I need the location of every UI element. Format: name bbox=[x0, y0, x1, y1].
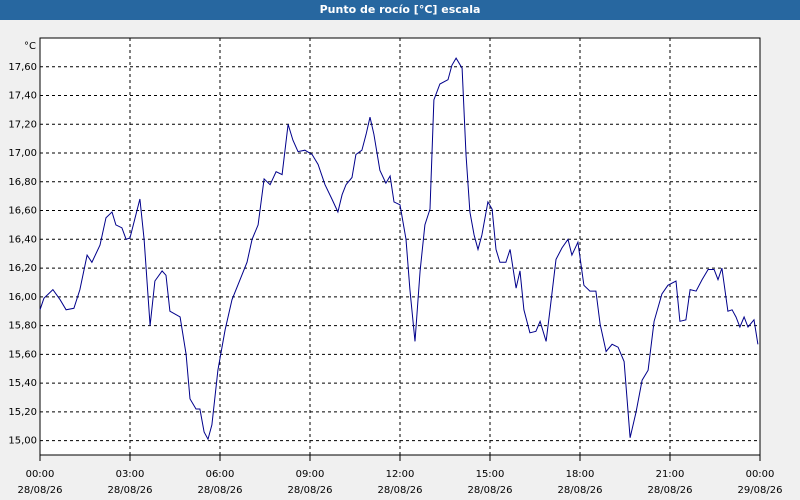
y-tick-label: 17,00 bbox=[8, 148, 37, 159]
x-tick-date: 28/08/26 bbox=[198, 485, 243, 496]
y-tick-label: 16,80 bbox=[8, 177, 37, 188]
x-tick-date: 28/08/26 bbox=[18, 485, 63, 496]
x-tick-date: 28/08/26 bbox=[108, 485, 153, 496]
x-tick-label: 00:00 bbox=[26, 469, 55, 480]
x-tick-date: 28/08/26 bbox=[648, 485, 693, 496]
y-unit: °C bbox=[24, 41, 36, 52]
y-tick-label: 15,00 bbox=[8, 436, 37, 447]
x-tick-label: 03:00 bbox=[116, 469, 145, 480]
x-tick-date: 29/08/26 bbox=[738, 485, 783, 496]
x-tick-label: 06:00 bbox=[206, 469, 235, 480]
y-tick-label: 17,60 bbox=[8, 62, 37, 73]
y-tick-label: 17,20 bbox=[8, 119, 37, 130]
x-tick-label: 15:00 bbox=[476, 469, 505, 480]
x-tick-label: 18:00 bbox=[566, 469, 595, 480]
plot-area bbox=[39, 37, 761, 456]
chart-title: Punto de rocío [°C] escala bbox=[320, 3, 481, 16]
y-tick-label: 17,40 bbox=[8, 91, 37, 102]
x-tick-date: 28/08/26 bbox=[468, 485, 513, 496]
x-tick-date: 28/08/26 bbox=[288, 485, 333, 496]
x-tick-label: 00:00 bbox=[746, 469, 775, 480]
y-tick-label: 16,40 bbox=[8, 234, 37, 245]
x-tick-label: 12:00 bbox=[386, 469, 415, 480]
y-tick-label: 15,40 bbox=[8, 378, 37, 389]
y-tick-label: 16,60 bbox=[8, 206, 37, 217]
y-tick-label: 16,20 bbox=[8, 263, 37, 274]
x-tick-label: 21:00 bbox=[656, 469, 685, 480]
y-tick-label: 16,00 bbox=[8, 292, 37, 303]
data-line bbox=[39, 57, 759, 441]
title-bar bbox=[0, 0, 800, 20]
x-tick-label: 09:00 bbox=[296, 469, 325, 480]
x-tick-date: 28/08/26 bbox=[558, 485, 603, 496]
y-tick-label: 15,80 bbox=[8, 321, 37, 332]
y-tick-label: 15,60 bbox=[8, 349, 37, 360]
x-tick-date: 28/08/26 bbox=[378, 485, 423, 496]
y-tick-label: 15,20 bbox=[8, 407, 37, 418]
